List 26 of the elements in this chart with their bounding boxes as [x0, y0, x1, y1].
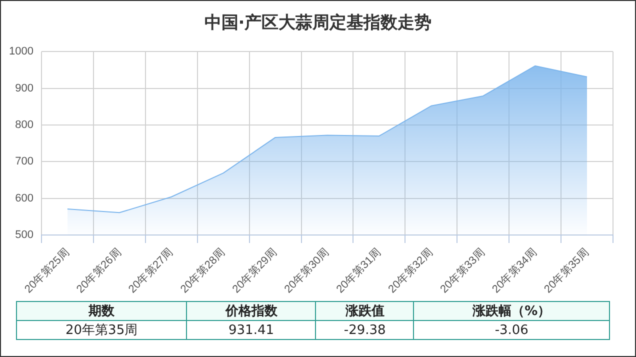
text: 涨跌值: [316, 302, 414, 320]
x-tick-label: 20年第32周: [386, 246, 436, 296]
y-tick-label: 500: [15, 229, 34, 242]
y-tick-label: 700: [15, 156, 34, 168]
y-tick-label: 1000: [8, 46, 34, 58]
x-tick-label: 20年第33周: [438, 246, 488, 296]
chart-title: 中国·产区大蒜周定基指数走势: [203, 12, 433, 34]
y-tick-label: 800: [15, 119, 34, 132]
text: -3.06: [414, 320, 610, 340]
y-tick-label: 600: [15, 192, 34, 204]
text: 期数: [16, 302, 187, 320]
text: 931.41: [186, 320, 316, 340]
text: 价格指数: [186, 302, 316, 320]
text: 20年第35周: [16, 320, 187, 340]
x-tick-label: 20年第28周: [178, 246, 228, 296]
x-tick-label: 20年第29周: [230, 246, 280, 296]
text: 涨跌幅（%）: [414, 302, 610, 320]
x-tick-label: 20年第30周: [282, 246, 332, 296]
x-tick-label: 20年第35周: [542, 246, 592, 296]
y-tick-label: 900: [15, 82, 34, 94]
x-tick-label: 20年第25周: [22, 246, 72, 296]
x-tick-label: 20年第27周: [126, 246, 176, 296]
x-tick-label: 20年第34周: [490, 246, 540, 296]
text: -29.38: [316, 320, 414, 340]
x-tick-label: 20年第26周: [74, 246, 124, 296]
x-tick-label: 20年第31周: [334, 246, 384, 296]
